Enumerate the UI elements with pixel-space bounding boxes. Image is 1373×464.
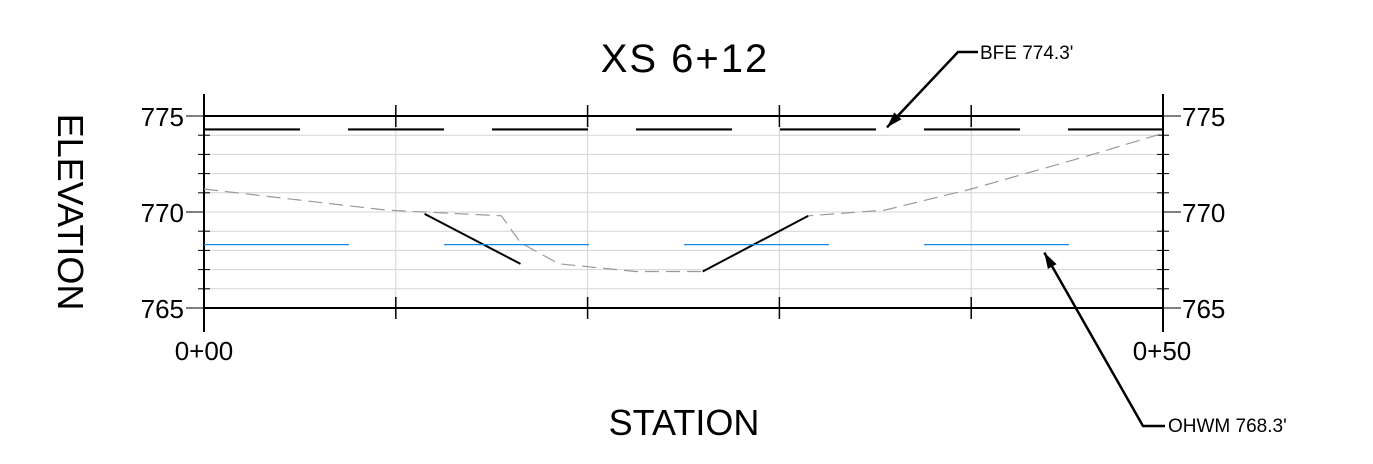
x-tick-label-start: 0+00 bbox=[175, 336, 234, 366]
y-tick-label-right-770: 770 bbox=[1182, 198, 1225, 228]
plot-frame bbox=[203, 94, 1164, 332]
y-tick-label-left-775: 775 bbox=[141, 102, 184, 132]
y-axis-title: ELEVATION bbox=[50, 114, 91, 311]
bank-line bbox=[702, 214, 809, 273]
bfe-callout-arrowhead bbox=[886, 112, 902, 128]
chart-title: XS 6+12 bbox=[601, 37, 770, 81]
ground-profile-line bbox=[203, 132, 1164, 273]
ohwm-callout-label: OHWM 768.3' bbox=[1168, 416, 1287, 437]
bfe-callout-leader bbox=[885, 50, 978, 129]
x-axis-title: STATION bbox=[609, 402, 760, 443]
callouts-layer bbox=[885, 50, 1165, 428]
bank-line bbox=[424, 213, 521, 265]
ohwm-callout-arrowhead bbox=[1044, 252, 1057, 270]
axis-ticks bbox=[186, 105, 1181, 319]
bfe-callout-label: BFE 774.3' bbox=[980, 43, 1073, 64]
grid-lines bbox=[204, 116, 1163, 308]
y-tick-label-right-775: 775 bbox=[1182, 102, 1225, 132]
x-tick-label-end: 0+50 bbox=[1133, 336, 1192, 366]
y-tick-label-right-765: 765 bbox=[1182, 294, 1225, 324]
series-layer bbox=[203, 128, 1164, 273]
ohwm-callout-leader bbox=[1043, 252, 1165, 428]
y-tick-label-left-765: 765 bbox=[141, 294, 184, 324]
y-tick-label-left-770: 770 bbox=[141, 198, 184, 228]
